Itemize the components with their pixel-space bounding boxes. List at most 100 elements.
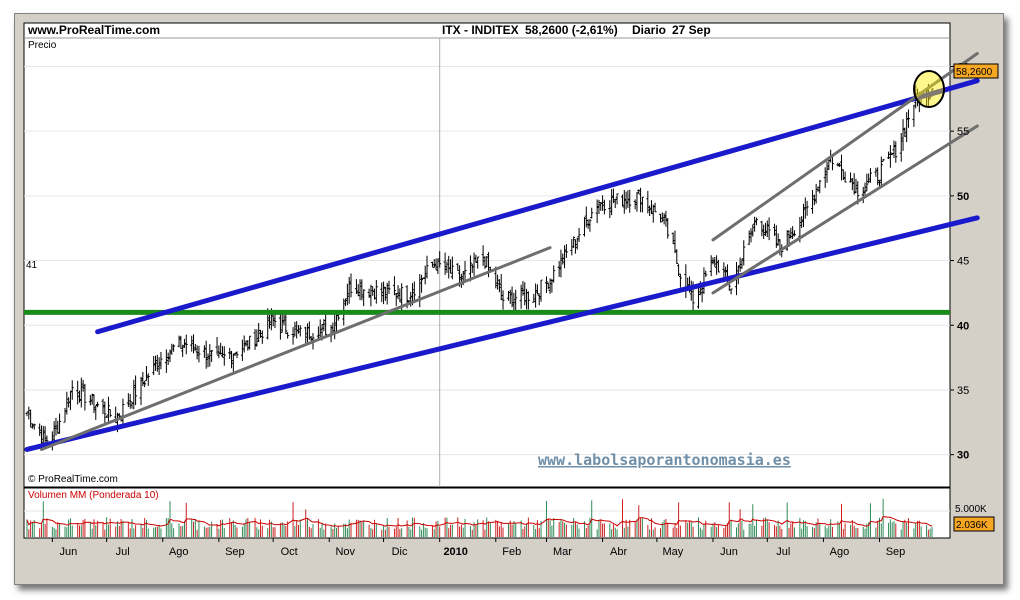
ohlc-bar <box>284 311 288 334</box>
ohlc-bar <box>825 161 829 183</box>
ohlc-bar <box>485 256 489 268</box>
time-tick-label: Ago <box>169 546 189 558</box>
ohlc-bar <box>430 261 434 268</box>
ohlc-bar <box>246 340 250 351</box>
time-tick-label: Jun <box>59 546 77 558</box>
ohlc-bar <box>526 291 530 310</box>
ohlc-bar <box>575 237 579 250</box>
chart-frame: 60555045403530 JunJulAgoSepOctNovDic2010… <box>14 13 1004 585</box>
ohlc-bar <box>535 284 539 295</box>
ohlc-bar <box>716 259 720 273</box>
ohlc-bar <box>30 423 34 429</box>
volume-scale-label: 5.000K <box>955 504 987 515</box>
ohlc-bar <box>204 340 208 369</box>
ohlc-bar <box>324 312 328 336</box>
time-tick-label: Dic <box>392 546 408 558</box>
ohlc-bar <box>434 258 438 271</box>
ohlc-bar <box>613 199 617 208</box>
ohlc-bar <box>105 415 109 418</box>
ohlc-bar <box>767 217 771 241</box>
ohlc-bar <box>879 156 883 186</box>
ohlc-bar <box>349 273 353 298</box>
ohlc-bar <box>92 394 96 414</box>
ohlc-bar <box>637 189 641 194</box>
time-tick-label: Feb <box>502 546 521 558</box>
ohlc-bar <box>590 207 594 219</box>
ohlc-bar <box>278 310 282 340</box>
ohlc-bar <box>248 335 252 350</box>
ohlc-bar <box>298 325 302 337</box>
ohlc-bar <box>387 280 391 295</box>
ohlc-bar <box>838 162 842 167</box>
ohlc-bar <box>586 219 590 229</box>
credit-label: © ProRealTime.com <box>28 474 118 485</box>
volume-last-label: 2.036K <box>956 520 988 531</box>
ohlc-bar <box>231 353 235 372</box>
price-tick-label: 30 <box>957 450 969 462</box>
ohlc-bar <box>306 323 310 343</box>
ohlc-bar <box>664 210 668 227</box>
date-label: 27 Sep <box>672 23 711 37</box>
ohlc-bar <box>168 349 172 363</box>
ohlc-bar <box>868 168 872 183</box>
ohlc-bar <box>789 227 793 239</box>
ohlc-bar <box>96 401 100 408</box>
ohlc-bar <box>463 261 467 282</box>
price-change-label: 58,2600 (-2,61%) <box>525 23 618 37</box>
ohlc-bar <box>901 119 905 151</box>
ohlc-bar <box>709 255 713 277</box>
ohlc-bar <box>534 283 538 308</box>
ohlc-bar <box>852 173 856 195</box>
ohlc-bar <box>624 191 628 210</box>
ohlc-bar <box>208 344 212 367</box>
ohlc-bar <box>850 178 854 191</box>
ohlc-bar <box>849 172 853 183</box>
ohlc-bar <box>420 274 424 293</box>
ohlc-bar <box>905 112 909 143</box>
ohlc-bar <box>369 284 373 307</box>
ohlc-bar <box>202 345 206 358</box>
ohlc-bar <box>76 380 80 405</box>
price-panel-title: Precio <box>28 40 57 51</box>
ohlc-bar <box>646 190 650 214</box>
ohlc-bar <box>94 404 98 420</box>
ohlc-bar <box>421 277 425 279</box>
ohlc-bar <box>331 322 335 334</box>
ohlc-bar <box>184 334 188 355</box>
ohlc-bar <box>192 334 196 354</box>
ohlc-bar <box>27 406 31 420</box>
ohlc-bar <box>800 216 804 228</box>
ohlc-bar <box>356 284 360 297</box>
volume-bars <box>26 498 933 537</box>
ohlc-bar <box>152 355 156 375</box>
volume-moving-average <box>26 516 933 527</box>
ohlc-bar <box>640 196 644 213</box>
ohlc-bar <box>29 409 33 428</box>
ohlc-bar <box>166 352 170 366</box>
ohlc-bar <box>514 289 518 311</box>
ohlc-bar <box>662 213 666 225</box>
ohlc-bar <box>622 190 626 214</box>
ohlc-bar <box>445 261 449 273</box>
ohlc-bar <box>170 343 174 355</box>
level-41-label: 41 <box>26 260 38 271</box>
ohlc-bar <box>818 179 822 194</box>
time-tick-label: 2010 <box>443 546 467 558</box>
ohlc-bar <box>546 282 550 290</box>
ohlc-bar <box>599 202 603 211</box>
ohlc-bar <box>253 329 257 350</box>
ohlc-bar <box>649 200 653 214</box>
ohlc-bar <box>532 293 536 303</box>
ohlc-bar <box>476 256 480 269</box>
ohlc-bar <box>711 257 715 265</box>
watermark-link[interactable]: www.labolsaporantonomasia.es <box>538 451 791 469</box>
ohlc-bar <box>154 355 158 371</box>
ohlc-bar <box>423 265 427 285</box>
ohlc-bar <box>544 276 548 293</box>
ohlc-bar <box>610 188 614 216</box>
ohlc-bar <box>322 319 326 332</box>
ohlc-bar <box>443 252 447 275</box>
ohlc-bar <box>58 413 62 434</box>
ohlc-bar <box>412 281 416 303</box>
ohlc-bar <box>297 324 300 334</box>
